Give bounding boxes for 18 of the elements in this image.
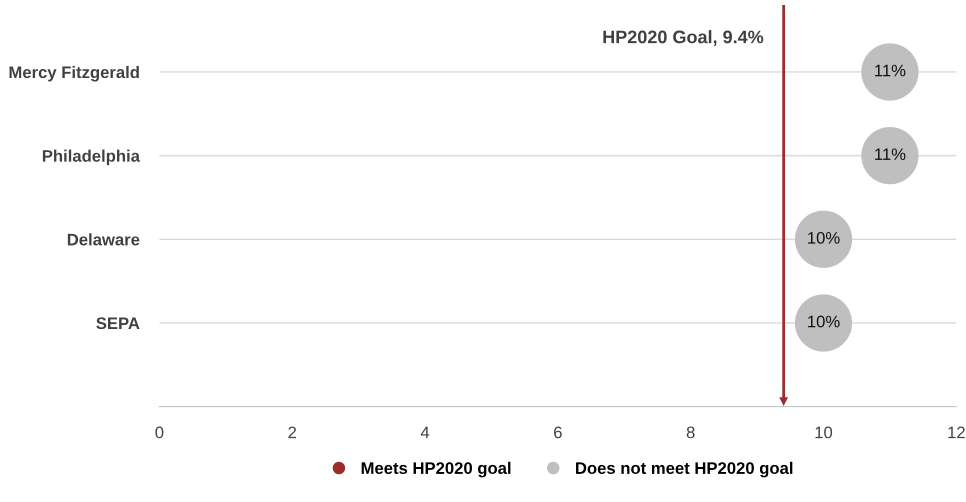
x-tick-label: 8 xyxy=(686,426,695,438)
x-tick-label: 2 xyxy=(288,426,296,438)
x-tick-label: 4 xyxy=(420,426,430,438)
data-label: 11% xyxy=(875,148,906,160)
data-label: 11% xyxy=(875,64,906,76)
legend-label: Does not meet HP2020 goal xyxy=(576,462,792,478)
legend-label: Meets HP2020 goal xyxy=(362,462,510,478)
x-tick-label: 10 xyxy=(816,426,832,438)
x-tick-label: 6 xyxy=(554,426,562,438)
y-tick-label: Mercy Fitzgerald xyxy=(10,66,139,82)
y-tick-label: SEPA xyxy=(96,317,140,330)
ref-line-label: HP2020 Goal, 9.4% xyxy=(603,30,764,46)
x-tick-label: 0 xyxy=(155,426,164,438)
x-tick-label: 12 xyxy=(948,426,965,438)
y-tick-label: Philadelphia xyxy=(42,150,140,166)
y-tick-label: Delaware xyxy=(68,233,140,246)
data-label: 10% xyxy=(808,316,840,328)
data-label: 10% xyxy=(808,232,840,244)
